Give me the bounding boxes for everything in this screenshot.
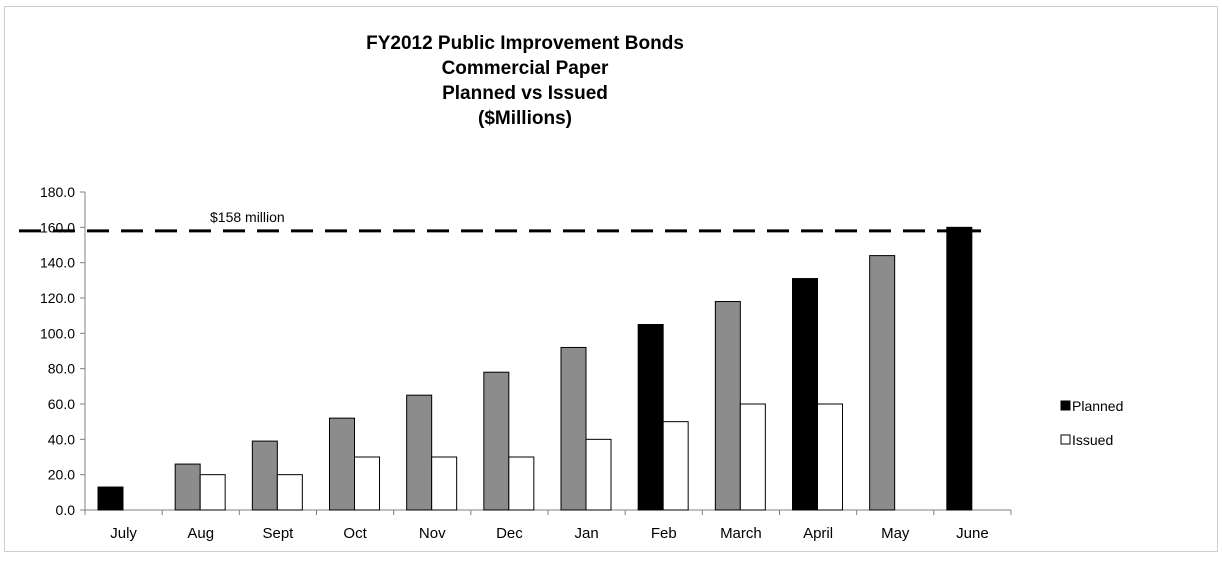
bar-issued [817, 403, 843, 511]
chart-title: FY2012 Public Improvement Bonds Commercia… [366, 33, 684, 129]
bar-planned [637, 324, 664, 511]
bar-planned [251, 440, 278, 511]
x-tick-label: Oct [343, 525, 367, 542]
y-tick-label: 80.0 [48, 361, 75, 377]
bar-planned [714, 301, 741, 511]
bar-planned [869, 255, 896, 511]
bar-issued [508, 456, 535, 511]
legend-label-issued: Issued [1072, 432, 1113, 448]
chart-frame: FY2012 Public Improvement Bonds Commercia… [4, 6, 1218, 552]
chart-title-line: ($Millions) [478, 108, 572, 129]
x-tick-label: July [110, 525, 137, 542]
bar-planned [792, 278, 818, 511]
bar-issued [431, 456, 458, 511]
x-tick-label: May [881, 525, 910, 542]
x-tick-label: April [803, 525, 833, 542]
chart-title-line: Commercial Paper [442, 58, 609, 79]
y-tick-label: 180.0 [40, 184, 75, 200]
bar-issued [662, 421, 689, 511]
legend-swatch-issued [1060, 434, 1071, 445]
x-tick-label: Nov [419, 525, 446, 542]
y-tick-label: 160.0 [40, 219, 75, 235]
chart-title-line: FY2012 Public Improvement Bonds [366, 33, 684, 54]
reference-line-label: $158 million [210, 209, 285, 225]
bar-planned [946, 226, 973, 511]
legend: Planned Issued [1060, 398, 1123, 448]
y-tick-label: 60.0 [48, 396, 75, 412]
y-axis: 0.0 20.0 40.0 60.0 80.0 100.0 120.0 140.0 160.0 1… [40, 184, 86, 518]
y-tick-label: 120.0 [40, 290, 75, 306]
x-tick-label: Dec [496, 525, 523, 542]
x-tick-label: Jan [574, 525, 598, 542]
bar-planned [97, 486, 124, 511]
x-tick-label: June [956, 525, 989, 542]
bar-planned [483, 371, 510, 511]
y-tick-label: 0.0 [56, 502, 76, 518]
legend-swatch-planned [1060, 400, 1071, 411]
bar-issued [739, 403, 766, 511]
x-tick-label: Sept [262, 525, 294, 542]
x-tick-label: Aug [187, 525, 214, 542]
x-tick-label: March [720, 525, 762, 542]
bar-planned [174, 463, 201, 511]
bar-issued [199, 474, 226, 511]
bar-issued [585, 438, 612, 511]
bars [97, 226, 973, 511]
y-tick-label: 40.0 [48, 431, 75, 447]
reference-line: $158 million [19, 209, 981, 233]
y-tick-label: 100.0 [40, 325, 75, 341]
legend-label-planned: Planned [1072, 398, 1123, 414]
bar-planned [406, 394, 433, 511]
bar-issued [276, 474, 303, 511]
x-tick-label: Feb [651, 525, 677, 542]
bar-planned [560, 346, 587, 511]
y-tick-label: 20.0 [48, 467, 75, 483]
bar-planned [329, 417, 355, 511]
y-tick-label: 140.0 [40, 255, 75, 271]
chart: FY2012 Public Improvement Bonds Commercia… [19, 33, 1123, 542]
chart-title-line: Planned vs Issued [442, 83, 608, 104]
bar-issued [354, 456, 380, 511]
x-axis: July Aug Sept Oct Nov Dec Jan Feb March April May J… [84, 509, 1012, 542]
